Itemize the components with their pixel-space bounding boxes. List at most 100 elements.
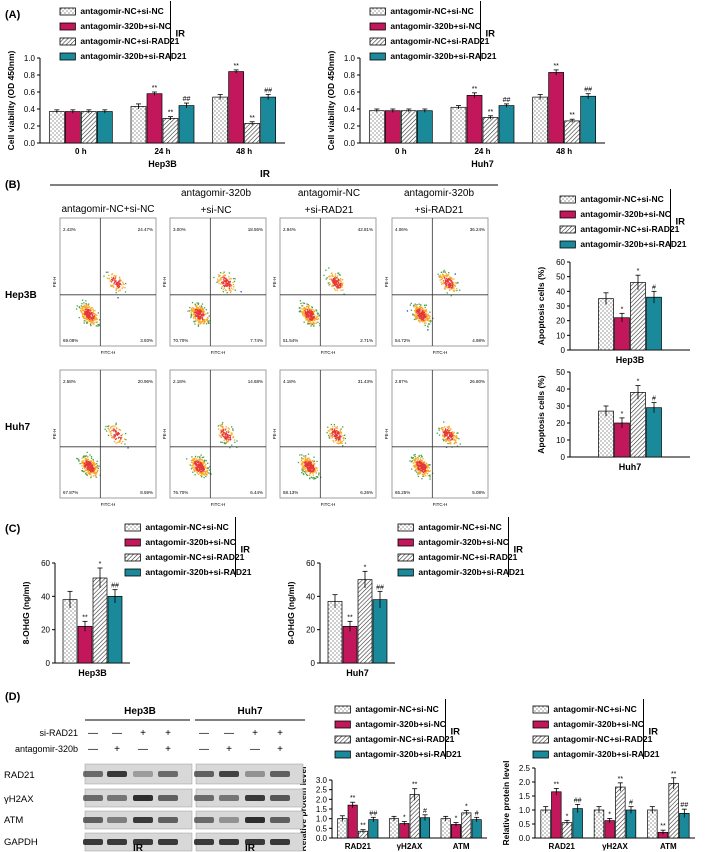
flow-dot bbox=[415, 310, 417, 313]
flow-dot bbox=[86, 459, 88, 461]
flow-dot bbox=[427, 470, 429, 472]
flow-dot bbox=[193, 458, 195, 460]
flow-dot bbox=[198, 314, 201, 316]
flow-dot bbox=[426, 472, 429, 475]
legend-swatch-c1-0 bbox=[124, 523, 141, 532]
flow-dot bbox=[95, 465, 97, 468]
flow-dot bbox=[197, 464, 199, 466]
flow-dot bbox=[119, 278, 121, 280]
flow-dot bbox=[199, 318, 201, 320]
flow-dot bbox=[341, 284, 344, 286]
bar-A1-2-3 bbox=[260, 96, 277, 144]
flow-dot bbox=[315, 467, 317, 470]
flow-dot bbox=[449, 284, 451, 287]
flow-plots: 2.43% 24.47%69.08% 3.93%FITC-HPE-H3.00% 18.… bbox=[52, 217, 489, 507]
flow-ir-label: IR bbox=[260, 169, 271, 180]
flow-dot bbox=[415, 306, 418, 308]
flow-dot bbox=[313, 317, 315, 319]
flow-dot bbox=[413, 454, 415, 456]
flow-dot bbox=[312, 322, 314, 324]
flow-dot bbox=[448, 279, 451, 281]
flow-dot bbox=[115, 291, 117, 294]
flow-dot bbox=[234, 441, 236, 444]
flow-dot bbox=[314, 315, 316, 317]
flow-dot bbox=[453, 443, 455, 445]
flow-dot bbox=[84, 466, 86, 469]
flow-dot bbox=[422, 320, 425, 322]
flow-dot bbox=[118, 286, 121, 288]
flow-dot bbox=[192, 310, 194, 312]
flow-dot bbox=[228, 437, 230, 439]
flow-dot bbox=[302, 467, 304, 470]
flow-dot bbox=[196, 464, 198, 466]
flow-dot bbox=[414, 303, 416, 305]
flow-dot bbox=[198, 320, 200, 323]
flow-dot bbox=[95, 325, 98, 327]
flow-dot bbox=[206, 319, 209, 322]
flow-frame-0-2 bbox=[279, 217, 377, 347]
legend-swatch-d2-3 bbox=[532, 750, 549, 759]
flow-dot bbox=[85, 457, 87, 460]
flow-dot bbox=[443, 436, 445, 439]
ytick-label-D1-3: 1.5 bbox=[316, 805, 328, 814]
flow-dot bbox=[328, 435, 331, 438]
flow-dot bbox=[336, 427, 338, 429]
flow-dot bbox=[309, 459, 311, 462]
sig-D1-2-1: * bbox=[455, 816, 458, 823]
ytick-label-D2-1: 0.5 bbox=[519, 820, 531, 829]
flow-dot bbox=[310, 316, 312, 318]
flow-dot bbox=[441, 428, 443, 430]
flow-dot bbox=[332, 282, 334, 284]
flow-dot bbox=[119, 279, 121, 281]
legend-label-b-3: antagomir-320b+si-RAD21 bbox=[580, 239, 686, 249]
flow-dot bbox=[422, 318, 424, 320]
flow-dot bbox=[121, 287, 123, 290]
blot-sign-antagomir-1-3: + bbox=[277, 744, 283, 755]
blot-band-0-3-2 bbox=[133, 839, 153, 845]
flow-dot bbox=[196, 309, 198, 312]
flow-dot bbox=[306, 311, 308, 314]
flow-dot bbox=[95, 471, 97, 474]
flow-axis-x-1-0: FITC-H bbox=[101, 502, 116, 507]
flow-dot bbox=[456, 281, 458, 284]
blot-footer-hep3b: IR bbox=[133, 843, 144, 852]
flow-dot bbox=[201, 310, 203, 312]
flow-dot bbox=[421, 467, 423, 469]
flow-dot bbox=[89, 316, 92, 318]
flow-dot bbox=[115, 280, 117, 282]
flow-dot bbox=[421, 314, 423, 317]
flow-dot bbox=[194, 310, 196, 312]
flow-dot bbox=[110, 285, 113, 287]
flow-dot bbox=[224, 281, 226, 283]
flow-dot bbox=[307, 323, 309, 325]
flow-dot bbox=[312, 311, 314, 314]
flow-dot bbox=[418, 319, 420, 321]
flow-dot bbox=[331, 432, 333, 434]
flow-dot bbox=[229, 281, 231, 283]
legend-swatch-d1-3 bbox=[334, 750, 351, 759]
bar-D2-0-0 bbox=[540, 809, 551, 839]
flow-dot bbox=[423, 319, 425, 321]
flow-dot bbox=[199, 465, 202, 468]
blot-band-0-3-0 bbox=[83, 839, 103, 845]
flow-dot bbox=[193, 469, 195, 471]
flow-dot bbox=[313, 310, 316, 312]
flow-dot bbox=[337, 433, 339, 435]
flow-dot bbox=[229, 283, 231, 285]
flow-dot bbox=[309, 315, 312, 318]
bar-A2-0-2 bbox=[400, 110, 417, 144]
flow-dot bbox=[90, 308, 92, 310]
flow-dot bbox=[201, 467, 203, 469]
flow-dot bbox=[445, 439, 447, 442]
flow-dot bbox=[316, 467, 318, 469]
flow-dot bbox=[330, 429, 332, 431]
flow-dot bbox=[222, 272, 224, 275]
blot-footer-huh7: IR bbox=[245, 843, 256, 852]
flow-dot bbox=[113, 281, 116, 284]
sig-D1-0-3: ## bbox=[369, 810, 377, 817]
flow-dot bbox=[82, 313, 84, 316]
flow-dot bbox=[310, 476, 312, 478]
flow-dot bbox=[222, 276, 224, 278]
flow-dot bbox=[91, 319, 94, 321]
flow-dot bbox=[85, 318, 87, 321]
